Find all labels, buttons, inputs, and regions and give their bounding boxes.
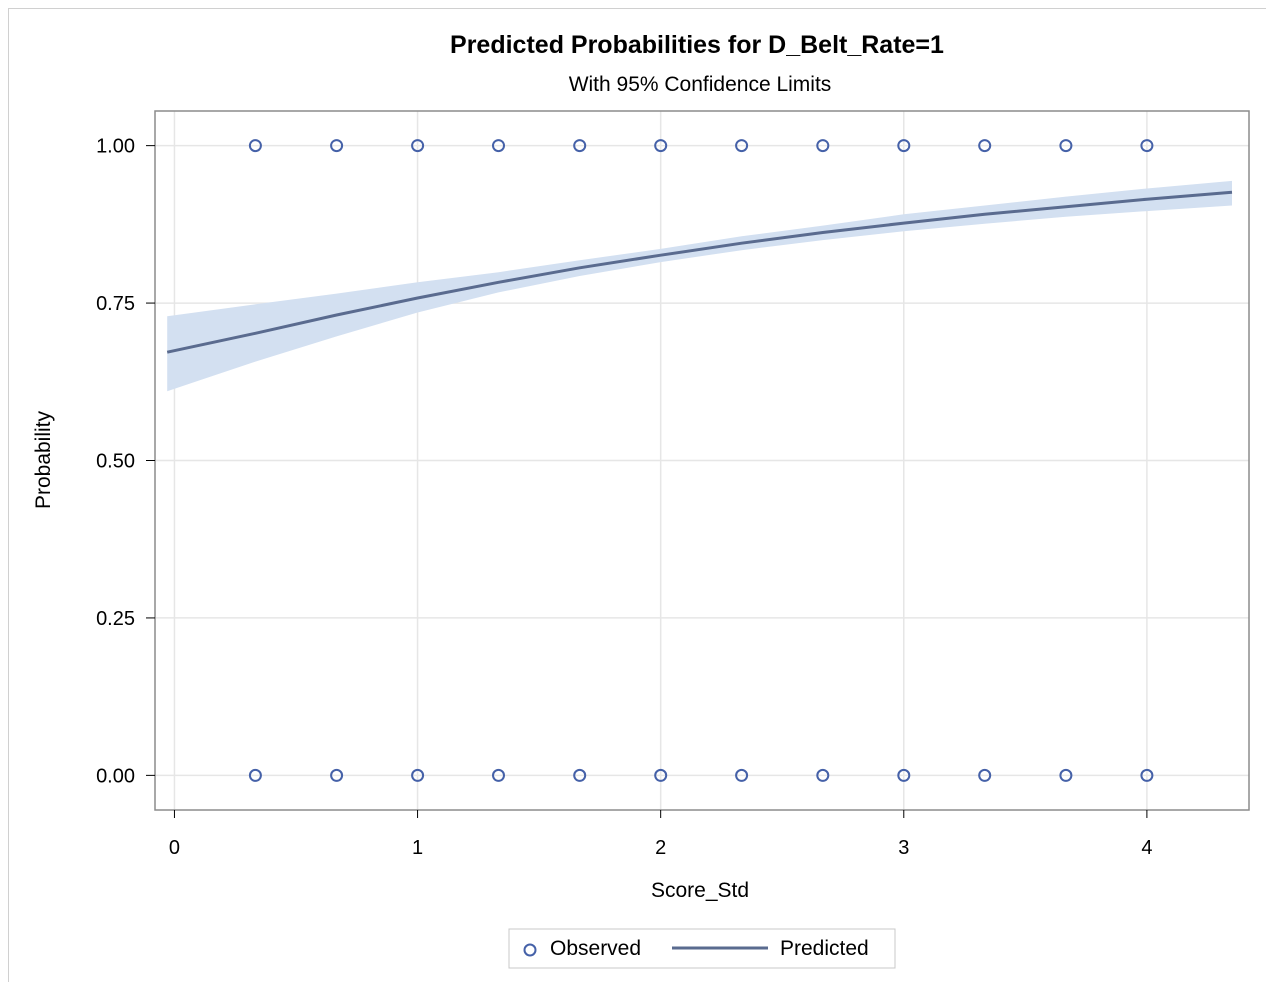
observed-point xyxy=(897,768,911,782)
y-tick-label: 0.25 xyxy=(96,608,135,630)
legend-observed-marker xyxy=(523,943,537,957)
predicted-series-line xyxy=(166,190,1233,354)
chart-subtitle: With 95% Confidence Limits xyxy=(569,73,832,96)
y-tick-label: 0.00 xyxy=(96,765,135,787)
y-axis-label: Probability xyxy=(32,410,55,509)
x-tick-label: 4 xyxy=(1141,837,1152,859)
y-axis-ticks: 0.00 0.25 0.50 0.75 1.00 xyxy=(96,136,155,787)
predicted-line xyxy=(166,190,1233,354)
x-axis-ticks: 0 1 2 3 4 xyxy=(169,810,1152,859)
observed-point xyxy=(1140,139,1154,153)
observed-point xyxy=(330,139,344,153)
observed-points xyxy=(248,139,1154,782)
observed-point xyxy=(248,139,262,153)
y-tick-label: 1.00 xyxy=(96,136,135,158)
y-tick-label: 0.50 xyxy=(96,451,135,473)
x-tick-label: 1 xyxy=(412,837,423,859)
observed-point xyxy=(492,139,505,153)
observed-point xyxy=(411,768,425,782)
observed-point xyxy=(492,768,505,782)
observed-point xyxy=(654,139,668,153)
observed-point xyxy=(978,139,992,153)
confidence-band-area xyxy=(167,180,1233,392)
x-tick-label: 0 xyxy=(169,837,180,859)
observed-point xyxy=(573,139,587,153)
x-tick-label: 2 xyxy=(655,837,666,859)
observed-point xyxy=(735,768,749,782)
observed-point xyxy=(816,139,830,153)
chart-title: Predicted Probabilities for D_Belt_Rate=… xyxy=(450,31,944,59)
observed-point xyxy=(654,768,668,782)
observed-point xyxy=(978,768,992,782)
observed-point xyxy=(330,768,344,782)
legend-predicted-label: Predicted xyxy=(780,937,869,960)
observed-point xyxy=(1140,768,1154,782)
observed-point xyxy=(897,139,911,153)
observed-point xyxy=(1059,139,1073,153)
observed-point xyxy=(816,768,830,782)
observed-point xyxy=(411,139,425,153)
observed-point xyxy=(1059,768,1073,782)
x-tick-label: 3 xyxy=(898,837,909,859)
chart-frame xyxy=(8,8,1266,982)
observed-point xyxy=(248,768,262,782)
legend-observed-label: Observed xyxy=(550,937,641,960)
grid-lines xyxy=(155,111,1249,810)
x-axis-label: Score_Std xyxy=(651,879,749,902)
y-tick-label: 0.75 xyxy=(96,293,135,315)
legend: Observed Predicted xyxy=(508,928,896,969)
observed-point xyxy=(573,768,587,782)
confidence-band xyxy=(167,180,1233,392)
observed-point xyxy=(735,139,749,153)
